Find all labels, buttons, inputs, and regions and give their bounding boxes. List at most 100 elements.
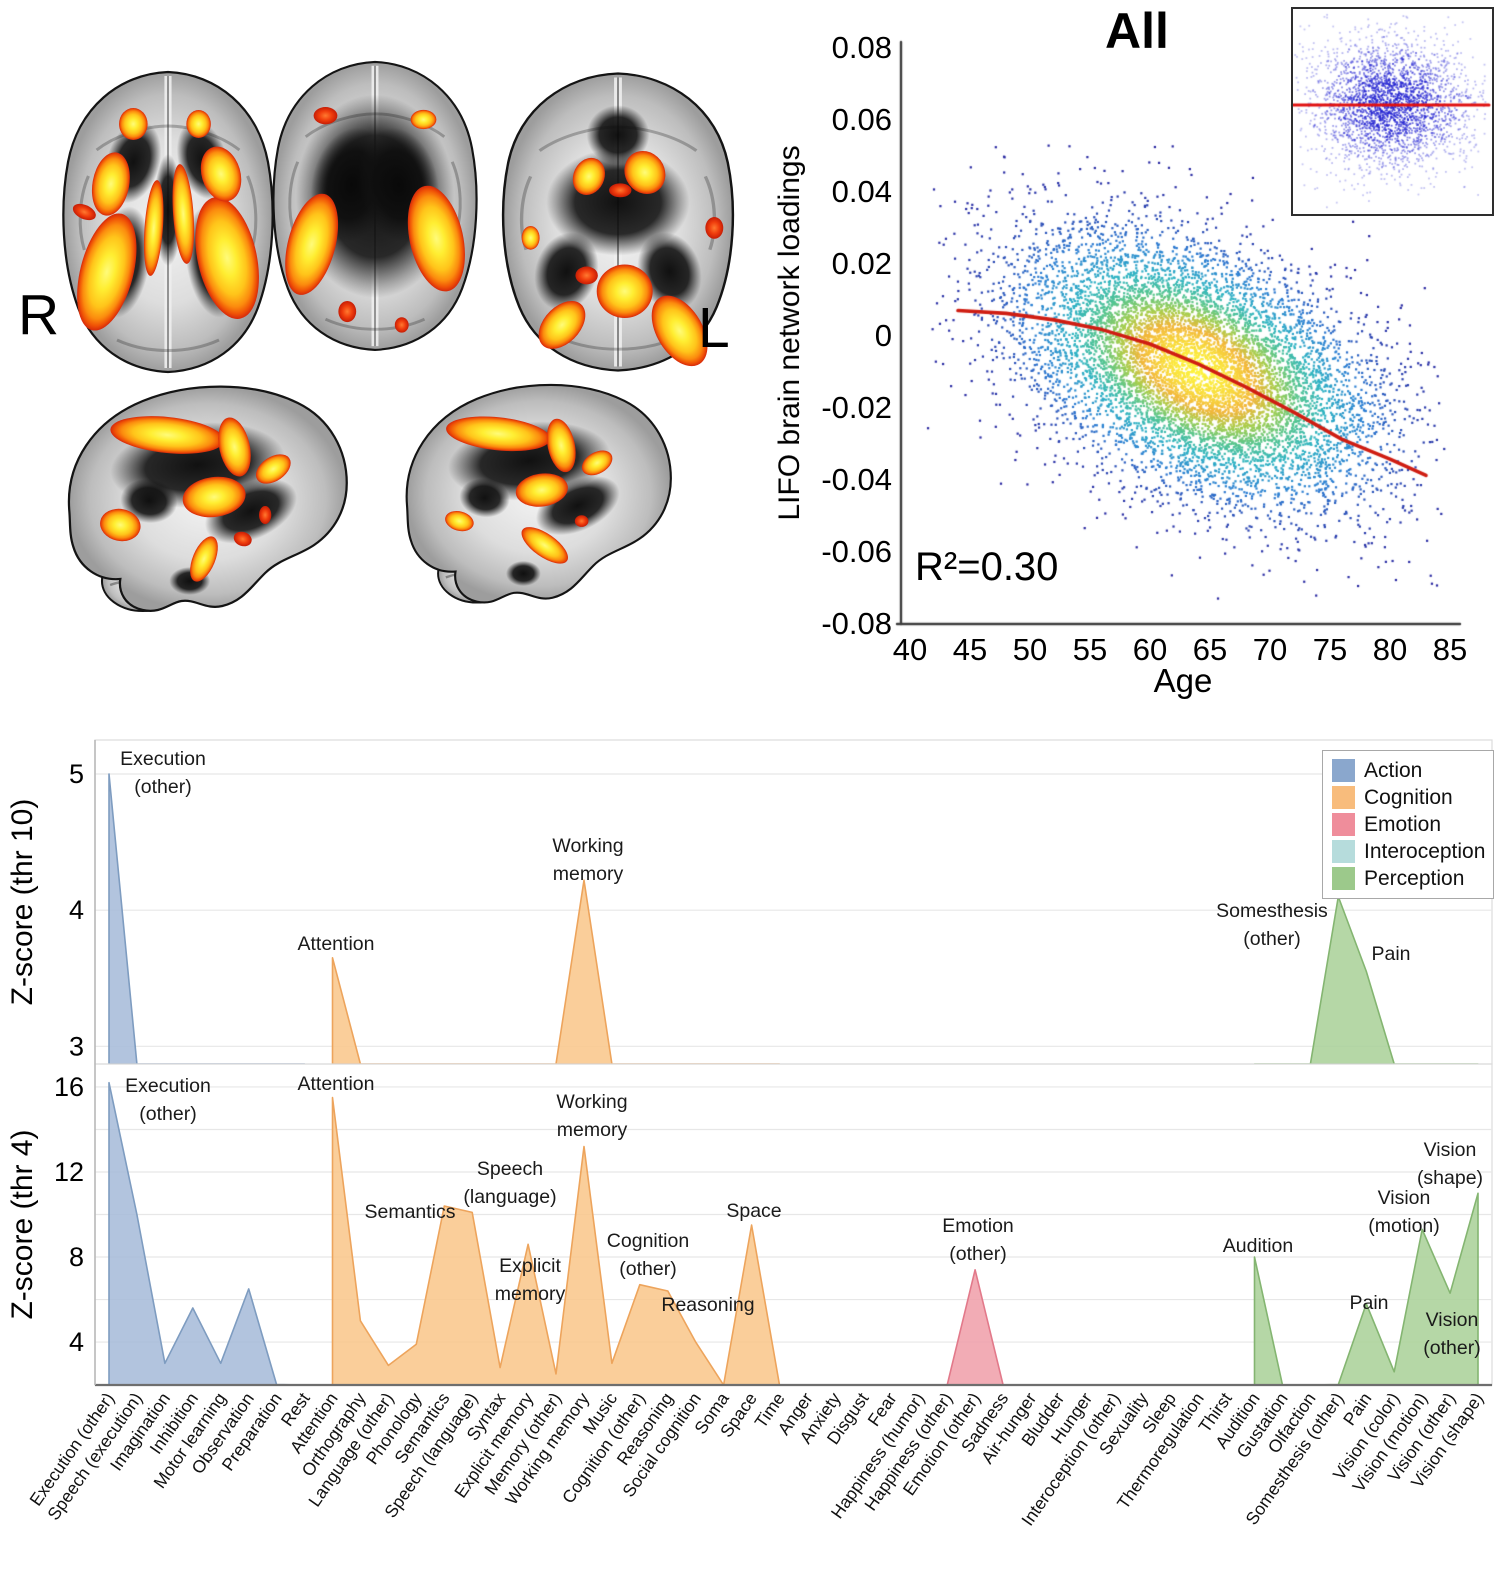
sulcus	[324, 317, 426, 331]
emotion-color-swatch	[1332, 813, 1355, 836]
peak-annotation: Audition	[1223, 1235, 1293, 1257]
activation-blob	[182, 476, 246, 518]
scatter-x-tick: 60	[1132, 632, 1168, 667]
sagittal-slice-5	[405, 383, 672, 604]
peak-annotation: Cognition	[607, 1230, 689, 1252]
panel-y-tick: 8	[69, 1242, 84, 1272]
r-squared-annotation: R²=0.30	[915, 545, 1059, 589]
peak-annotation: (shape)	[1417, 1167, 1483, 1189]
legend-label-emotion: Emotion	[1364, 812, 1442, 836]
activation-blob	[190, 536, 218, 582]
peak-annotation: Vision	[1378, 1187, 1431, 1209]
activation-blob	[77, 213, 137, 331]
panel-y-axis-label: Z-score (thr 4)	[6, 1129, 39, 1319]
activation-blob	[538, 301, 586, 349]
age-scatter-plot	[770, 0, 1500, 730]
peak-annotation: (other)	[139, 1103, 196, 1125]
activation-blob	[233, 531, 252, 547]
brain-activation-slices	[62, 60, 735, 612]
sagittal-slice-4	[67, 385, 348, 612]
activation-blob	[521, 527, 568, 564]
white-matter-dark-region	[534, 232, 599, 311]
white-matter-dark-region	[459, 478, 510, 518]
peak-annotation: Emotion	[942, 1215, 1014, 1237]
activation-blob	[445, 511, 474, 532]
activation-blob	[313, 107, 338, 125]
panel-y-tick: 5	[69, 759, 84, 789]
activation-blob	[91, 152, 130, 216]
area-perception	[1253, 895, 1479, 1064]
peak-annotation: Pain	[1349, 1292, 1388, 1314]
scatter-x-tick: 55	[1072, 632, 1108, 667]
scatter-y-tick: -0.04	[821, 462, 892, 497]
activation-blob	[255, 454, 291, 484]
legend-label-cognition: Cognition	[1364, 785, 1453, 809]
scatter-y-tick: 0.06	[831, 102, 892, 137]
peak-annotation: (other)	[134, 776, 191, 798]
peak-annotation: (other)	[619, 1258, 676, 1280]
panel-y-axis-label: Z-score (thr 10)	[6, 799, 39, 1006]
scatter-y-tick: 0.04	[831, 174, 892, 209]
area-action	[108, 773, 306, 1064]
activation-blob	[651, 295, 708, 367]
perception-color-swatch	[1332, 867, 1355, 890]
action-color-swatch	[1332, 759, 1355, 782]
legend-item-action: Action	[1332, 757, 1484, 784]
peak-annotation: Vision	[1424, 1139, 1477, 1161]
scatter-y-tick: 0.02	[831, 246, 892, 281]
scatter-x-tick: 75	[1312, 632, 1348, 667]
activation-blob	[596, 264, 653, 319]
peak-annotation: Attention	[298, 933, 375, 955]
category-legend: Action Cognition Emotion Interoception P…	[1322, 750, 1494, 899]
axial-slice-1	[62, 70, 274, 374]
legend-item-cognition: Cognition	[1332, 784, 1484, 811]
scatter-x-tick: 40	[892, 632, 928, 667]
zscore-panels: 3 4 5 Z-score (thr 10) Execution (other) Atten…	[6, 739, 1493, 1529]
scatter-x-tick: 65	[1192, 632, 1228, 667]
legend-label-perception: Perception	[1364, 866, 1465, 890]
legend-label-action: Action	[1364, 758, 1423, 782]
activation-blob	[515, 473, 568, 507]
peak-annotation: Somesthesis	[1216, 900, 1328, 922]
peak-annotation: (other)	[1243, 928, 1300, 950]
peak-annotation: (motion)	[1368, 1215, 1440, 1237]
peak-annotation: memory	[553, 863, 624, 885]
area-perception	[1253, 1192, 1479, 1385]
activation-blob	[110, 416, 225, 454]
activation-blob	[624, 150, 666, 195]
area-cognition	[331, 1096, 781, 1385]
brain-slices-panel	[62, 60, 735, 612]
legend-item-interoception: Interoception	[1332, 838, 1485, 865]
peak-annotation: Explicit	[499, 1255, 561, 1277]
scatter-x-tick: 85	[1432, 632, 1468, 667]
panel-y-tick: 4	[69, 1327, 84, 1357]
area-cognition	[331, 879, 781, 1064]
peak-annotation: (other)	[949, 1243, 1006, 1265]
orientation-label-right: R	[18, 283, 60, 347]
panel-y-tick: 12	[54, 1157, 84, 1187]
peak-annotation: Working	[556, 1091, 627, 1113]
scatter-x-tick: 80	[1372, 632, 1408, 667]
activation-blob	[446, 416, 551, 452]
activation-blob	[546, 418, 576, 473]
activation-blob	[581, 450, 613, 476]
orientation-label-left: L	[698, 296, 730, 360]
area-emotion	[806, 1269, 1004, 1385]
activation-blob	[218, 417, 251, 477]
activation-blob	[186, 110, 211, 138]
peak-annotation: Space	[726, 1200, 781, 1222]
scatter-title: All	[1105, 3, 1169, 59]
activation-blob	[407, 185, 465, 292]
axial-slice-3	[501, 72, 735, 372]
peak-annotation: Speech	[477, 1158, 543, 1180]
activation-blob	[72, 203, 96, 221]
white-matter-dark-region	[586, 105, 650, 165]
activation-blob	[410, 109, 437, 130]
legend-item-emotion: Emotion	[1332, 811, 1484, 838]
interoception-color-swatch	[1332, 840, 1355, 863]
peak-annotation: Attention	[298, 1073, 375, 1095]
activation-blob	[195, 197, 259, 319]
activation-blob	[172, 164, 195, 264]
white-matter-dark-region	[637, 232, 702, 311]
activation-blob	[705, 217, 724, 239]
